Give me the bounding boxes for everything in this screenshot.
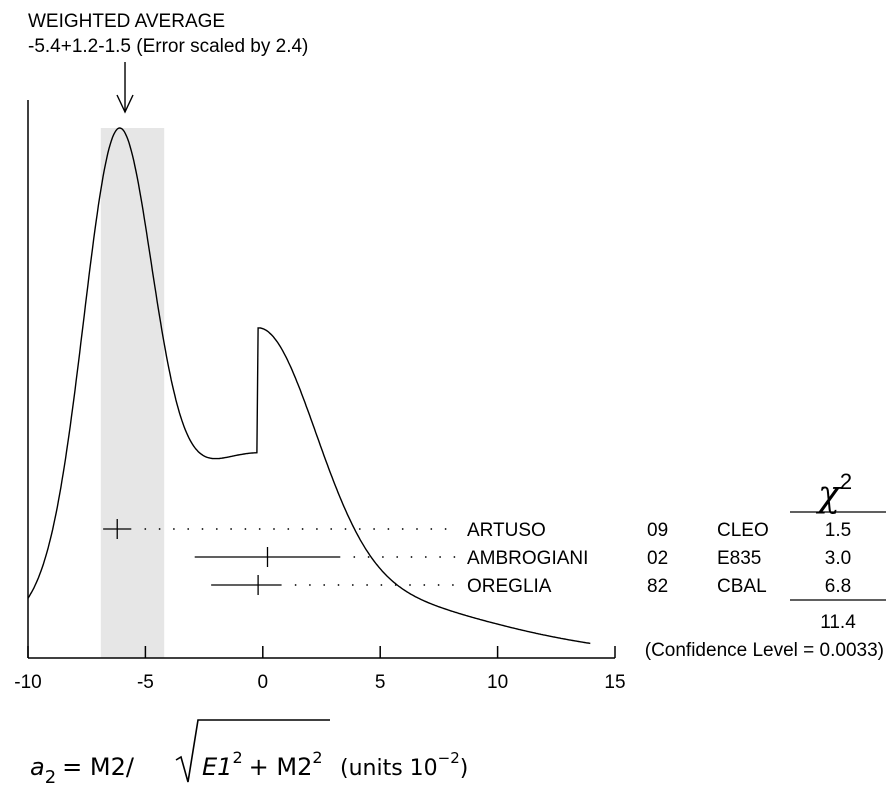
leader-dot [444, 528, 447, 530]
leader-dot [215, 528, 218, 530]
leader-dot [309, 584, 311, 586]
measurement-chi2: 3.0 [825, 548, 851, 569]
leader-dot [353, 556, 356, 558]
leader-dot [258, 528, 261, 530]
leader-dot [323, 584, 326, 586]
x-tick-label: 0 [258, 672, 269, 693]
leader-dot [410, 556, 413, 558]
leader-dot [316, 528, 318, 530]
measurement-year: 02 [647, 548, 668, 569]
leader-dot [430, 528, 433, 530]
measurement-chi2: 6.8 [825, 576, 851, 597]
leader-dot [201, 528, 204, 530]
measurement-row: AMBROGIANI 02 E835 3.0 [194, 547, 851, 569]
leader-dot [387, 528, 390, 530]
x-axis-label: a2 = M2/ E12 + M22 (units 10−2) [30, 719, 468, 788]
average-arrow [116, 62, 134, 114]
leader-dot [394, 584, 397, 586]
leader-dot [423, 584, 426, 586]
svg-text:(units 10−2): (units 10−2) [340, 749, 468, 781]
confidence-level: (Confidence Level = 0.0033) [645, 640, 884, 661]
chi2-total: 11.4 [820, 612, 856, 633]
leader-dot [273, 528, 275, 530]
leader-dot [373, 528, 375, 530]
svg-text:E12+ M22: E12 + M22 [202, 748, 323, 781]
leader-dot [187, 528, 190, 530]
leader-dot [144, 528, 147, 530]
leader-dot [409, 584, 411, 586]
measurement-experiment: CBAL [717, 576, 767, 597]
ideogram-curve [27, 127, 591, 645]
leader-dot [230, 528, 233, 530]
leader-dot [366, 584, 368, 586]
measurement-year: 82 [647, 576, 668, 597]
leader-dot [337, 584, 340, 586]
leader-dot [351, 584, 354, 586]
x-tick-label: -10 [14, 672, 41, 693]
leader-dot [294, 584, 297, 586]
leader-dot [452, 584, 454, 586]
leader-dot [344, 528, 347, 530]
average-value-text: -5.4+1.2-1.5 (Error scaled by 2.4) [28, 36, 308, 57]
leader-dot [416, 528, 418, 530]
x-tick-label: 10 [487, 672, 508, 693]
measurement-author: OREGLIA [467, 576, 552, 597]
leader-dot [287, 528, 290, 530]
sqrt-sign [175, 719, 330, 783]
measurement-row: OREGLIA 82 CBAL 6.8 [211, 575, 851, 597]
measurement-author: AMBROGIANI [467, 548, 588, 569]
leader-dot [401, 528, 404, 530]
leader-dot [244, 528, 247, 530]
leader-dot [453, 556, 456, 558]
measurement-author: ARTUSO [467, 520, 546, 541]
leader-dot [382, 556, 384, 558]
measurement-experiment: E835 [717, 548, 761, 569]
x-tick-label: 5 [375, 672, 386, 693]
average-error-band [100, 128, 165, 658]
measurement-experiment: CLEO [717, 520, 769, 541]
measurement-chi2: 1.5 [825, 520, 851, 541]
leader-dot [367, 556, 370, 558]
measurement-row: ARTUSO 09 CLEO 1.5 [103, 519, 851, 541]
leader-dot [380, 584, 383, 586]
leader-dot [439, 556, 441, 558]
leader-dot [173, 528, 175, 530]
x-tick-label: -5 [137, 672, 154, 693]
leader-dot [424, 556, 427, 558]
svg-text:a2= M2/: a2 = M2/ [30, 753, 135, 788]
leader-dot [301, 528, 304, 530]
leader-dot [437, 584, 440, 586]
x-tick-label: 15 [604, 672, 625, 693]
average-title: WEIGHTED AVERAGE [28, 11, 225, 32]
leader-dot [158, 528, 161, 530]
leader-dot [396, 556, 399, 558]
chi2-header: χ2 [815, 469, 852, 515]
measurement-year: 09 [647, 520, 668, 541]
leader-dot [358, 528, 361, 530]
leader-dot [330, 528, 333, 530]
